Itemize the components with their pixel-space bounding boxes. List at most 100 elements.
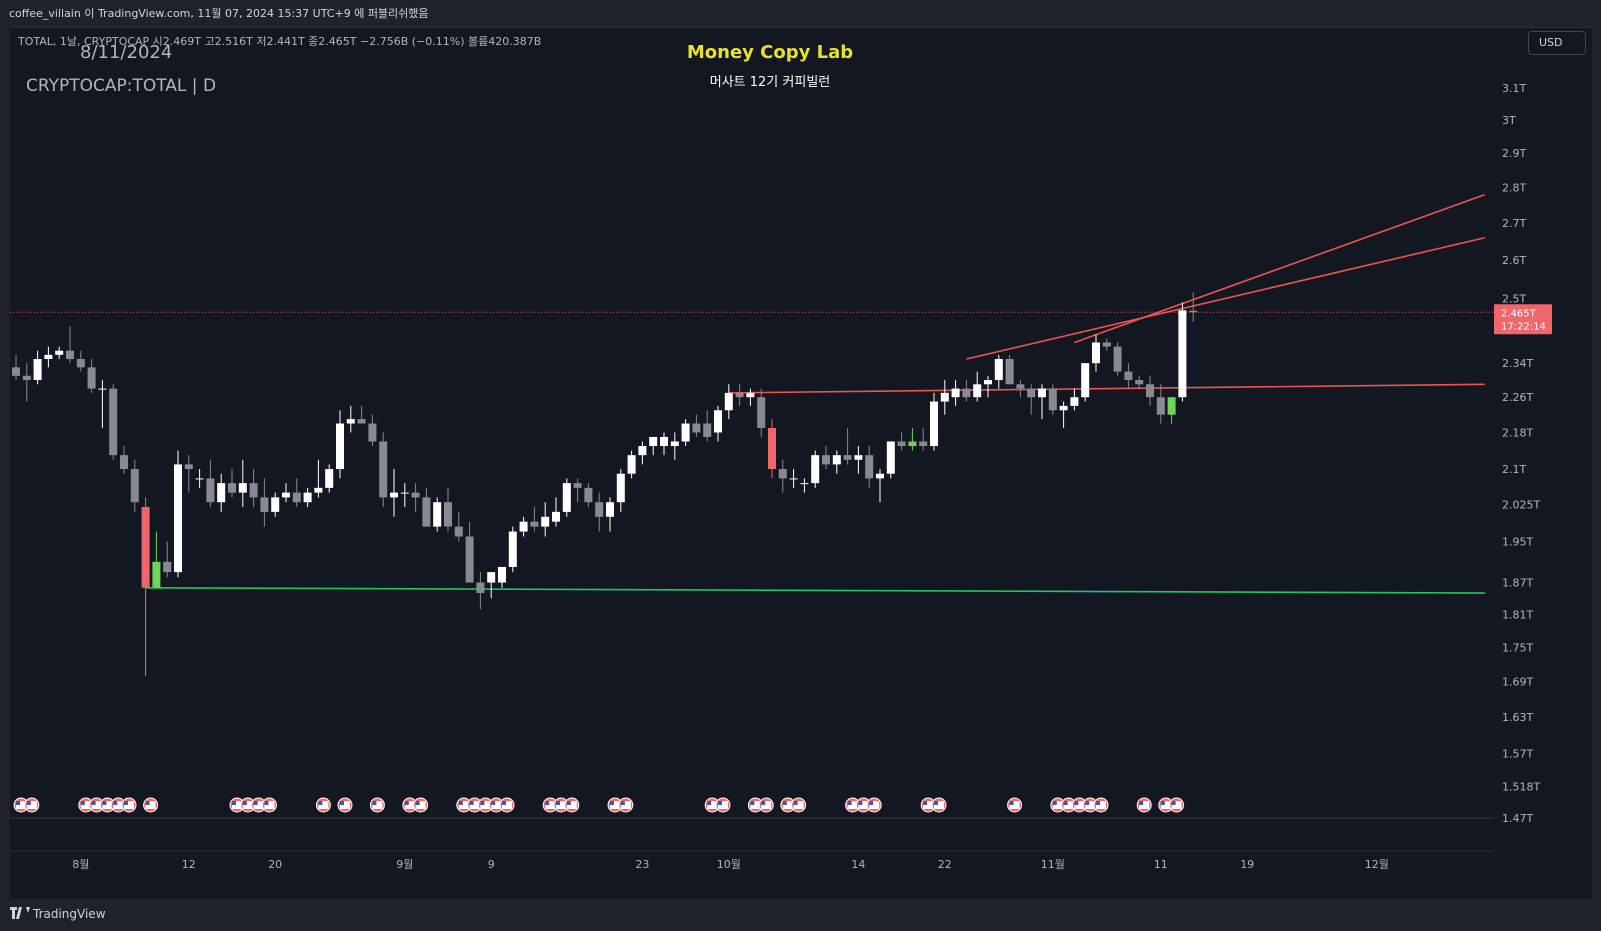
candle-body bbox=[778, 469, 787, 479]
us-flag-event-icon-canton bbox=[124, 801, 128, 805]
candle-body bbox=[346, 419, 355, 424]
resistance-trendline bbox=[728, 383, 1485, 394]
us-flag-event-icon-field bbox=[1052, 801, 1063, 809]
watermark-subtitle: 머사트 12기 커피빌런 bbox=[709, 75, 831, 90]
us-flag-event-icon bbox=[143, 797, 159, 813]
candle-body bbox=[541, 516, 550, 527]
candle-body bbox=[1124, 371, 1133, 381]
us-flag-event-icon-canton bbox=[923, 801, 928, 805]
support-trendline bbox=[145, 586, 1485, 594]
candle-body bbox=[163, 561, 172, 573]
us-flag-event-icon-field bbox=[556, 801, 566, 809]
us-flag-event-icon-canton bbox=[404, 801, 409, 805]
footer-bar: TradingView bbox=[0, 899, 1601, 931]
candle-body bbox=[508, 531, 517, 567]
tradingview-logo-icon[interactable] bbox=[10, 907, 30, 922]
us-flag-event-icon-canton bbox=[750, 801, 755, 805]
y-tick-label: 1.57T bbox=[1502, 748, 1533, 761]
us-flag-event-icon-canton bbox=[707, 801, 712, 805]
candle-body bbox=[336, 423, 344, 470]
symbol-title: CRYPTOCAP:TOTAL | D bbox=[26, 76, 217, 96]
us-flag-event-icon-field bbox=[718, 801, 728, 809]
us-flag-event-icon-field bbox=[847, 801, 858, 809]
us-flag-event-icon-field bbox=[372, 801, 383, 809]
y-tick-label: 3T bbox=[1502, 114, 1516, 127]
candle-body bbox=[606, 502, 614, 517]
us-flag-event-icon-field bbox=[145, 801, 156, 809]
us-flag-event-icon-field bbox=[707, 801, 718, 809]
candle-body bbox=[670, 441, 679, 447]
us-flag-event-icon-canton bbox=[1063, 801, 1068, 805]
y-tick-label: 2.5T bbox=[1502, 292, 1526, 305]
us-flag-event-icon-field bbox=[1009, 801, 1020, 809]
us-flag-event-icon-field bbox=[610, 801, 620, 809]
candle-body bbox=[152, 561, 161, 588]
us-flag-event-icon-canton bbox=[761, 801, 766, 805]
us-flag-event-icon bbox=[1136, 797, 1152, 813]
us-flag-event-icon-canton bbox=[782, 801, 787, 805]
us-flag-event-icon-canton bbox=[232, 801, 236, 805]
us-flag-event-icon-field bbox=[545, 801, 556, 809]
y-tick-label: 2.7T bbox=[1502, 217, 1526, 230]
currency-button[interactable]: USD bbox=[1528, 31, 1586, 55]
candle-body bbox=[249, 483, 258, 498]
candle-body bbox=[390, 492, 398, 498]
us-flag-event-icon-field bbox=[113, 801, 124, 809]
us-flag-event-icon-field bbox=[566, 801, 577, 809]
y-tick-label: 1.81T bbox=[1502, 608, 1533, 621]
us-flag-event-icon bbox=[564, 797, 580, 813]
candle-body bbox=[303, 492, 312, 503]
chart-date-text: 8/11/2024 bbox=[80, 42, 173, 63]
tradingview-brand[interactable]: TradingView bbox=[33, 907, 106, 921]
us-flag-event-icon-field bbox=[934, 801, 944, 809]
candle-body bbox=[314, 487, 323, 493]
us-flag-event-icon bbox=[1082, 797, 1098, 813]
candle-body bbox=[1113, 346, 1122, 372]
us-flag-event-icon-field bbox=[102, 801, 113, 809]
us-flag-event-icon bbox=[369, 797, 385, 813]
us-flag-event-icon-canton bbox=[26, 801, 31, 805]
us-flag-event-icon-canton bbox=[80, 801, 85, 805]
candle-body bbox=[714, 410, 722, 433]
candle-body bbox=[498, 566, 506, 583]
us-flag-event-icon bbox=[618, 797, 634, 813]
candle-body bbox=[930, 401, 938, 447]
chart-area[interactable]: 3.1T 3T 2.9T 2.8T 2.7T 2.6T 2.5T 2.34T 2.26T 2.18… bbox=[10, 27, 1592, 900]
candlestick-chart[interactable]: 3.1T 3T 2.9T 2.8T 2.7T 2.6T 2.5T 2.34T 2.26T 2.18… bbox=[10, 28, 1592, 900]
us-flag-event-icon-canton bbox=[545, 801, 550, 805]
us-flag-event-icon-field bbox=[1096, 801, 1106, 809]
candle-body bbox=[368, 423, 377, 442]
us-flag-event-icon-field bbox=[1171, 801, 1182, 809]
us-flag-event-icon-field bbox=[1085, 801, 1096, 809]
us-flag-event-icon-canton bbox=[566, 801, 571, 805]
us-flag-event-icon-field bbox=[869, 801, 880, 809]
us-flag-event-icon-canton bbox=[718, 801, 722, 805]
candle-body bbox=[12, 367, 20, 376]
us-flag-event-icon bbox=[855, 797, 871, 813]
us-flag-event-icon-field bbox=[340, 801, 350, 809]
candle-body bbox=[994, 358, 1003, 381]
candle-body bbox=[789, 478, 798, 480]
candle-body bbox=[217, 483, 226, 503]
candle-body bbox=[325, 469, 334, 488]
candle-body bbox=[843, 455, 852, 460]
candle-body bbox=[616, 473, 625, 503]
us-flag-event-icon-canton bbox=[264, 801, 269, 805]
us-flag-event-icon-canton bbox=[372, 801, 377, 805]
candle-body bbox=[454, 526, 463, 537]
candle-body bbox=[811, 455, 820, 484]
candle-body bbox=[757, 397, 766, 428]
x-tick-label: 9월 bbox=[396, 858, 413, 871]
candle-body bbox=[228, 483, 236, 493]
us-flag-event-icon-field bbox=[232, 801, 242, 809]
candle-body bbox=[951, 388, 960, 398]
candle-body bbox=[422, 497, 431, 527]
us-flag-event-icon-canton bbox=[16, 801, 20, 805]
candle-body bbox=[908, 441, 917, 447]
candle-body bbox=[649, 436, 658, 447]
us-flag-event-icon bbox=[402, 797, 418, 813]
us-flag-event-icon-canton bbox=[1085, 801, 1090, 805]
candle-body bbox=[865, 455, 874, 479]
us-flag-event-icon bbox=[780, 797, 796, 813]
us-flag-event-icon bbox=[866, 797, 882, 813]
